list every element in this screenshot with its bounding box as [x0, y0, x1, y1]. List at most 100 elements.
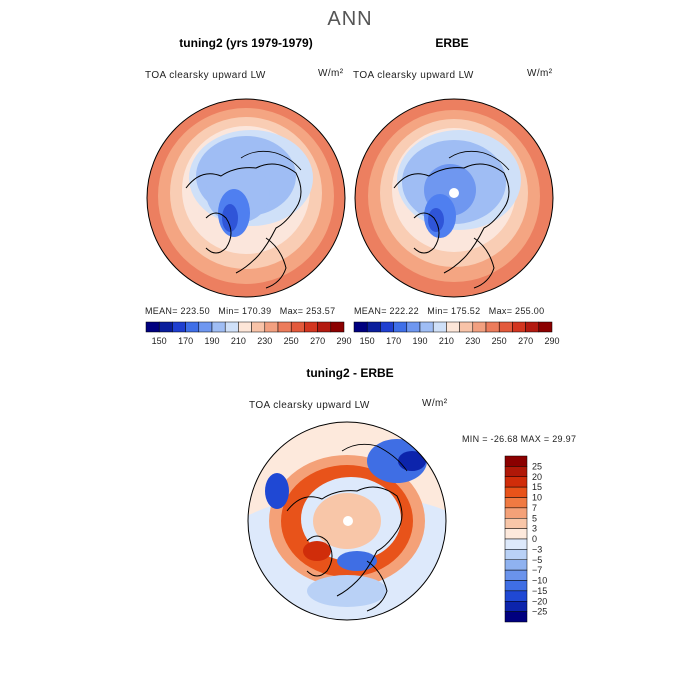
pole-hole	[343, 516, 353, 526]
colorbar-tick-label: 290	[336, 336, 351, 346]
colorbar-swatch	[172, 321, 186, 333]
coastline	[185, 163, 302, 289]
colorbar-tick-label: 0	[532, 534, 537, 544]
diff-variable: TOA clearsky upward LW	[249, 400, 370, 411]
colorbar-swatch	[264, 321, 279, 333]
colorbar-tick-label: 15	[532, 482, 542, 492]
map-border	[354, 98, 554, 298]
colorbar-swatch	[538, 321, 553, 333]
panel1-min: Min= 170.39	[218, 306, 272, 316]
colorbar-swatch	[504, 507, 528, 519]
map-band	[337, 551, 377, 571]
colorbar-swatch	[304, 321, 318, 333]
colorbar-swatch	[485, 321, 500, 333]
colorbar-swatch	[504, 476, 528, 488]
colorbar-swatch	[380, 321, 394, 333]
colorbar-swatch	[504, 590, 528, 602]
colorbar-swatch	[317, 321, 332, 333]
colorbar-tick-label: 210	[231, 336, 246, 346]
colorbar-tick-label: 250	[284, 336, 299, 346]
colorbar-tick-label: 5	[532, 513, 537, 523]
colorbar-swatch	[504, 559, 528, 571]
colorbar-tick-label: 170	[178, 336, 193, 346]
colorbar-tick-label: 290	[544, 336, 559, 346]
colorbar-tick-label: −15	[532, 586, 547, 596]
colorbar-swatch	[238, 321, 252, 333]
colorbar-swatch	[504, 518, 528, 529]
colorbar-swatch	[504, 497, 528, 509]
diff-polar-map	[247, 421, 447, 621]
colorbar-swatch	[498, 321, 513, 333]
colorbar-tick-label: −7	[532, 565, 542, 575]
colorbar-swatch	[504, 528, 528, 540]
colorbar-swatch	[504, 549, 528, 560]
panel2-mean: MEAN= 222.22	[354, 306, 419, 316]
colorbar-swatch	[330, 321, 345, 333]
map-border	[146, 98, 346, 298]
colorbar-tick-label: 150	[152, 336, 167, 346]
colorbar-tick-label: 270	[310, 336, 325, 346]
coastline	[240, 150, 302, 171]
panel1-max: Max= 253.57	[279, 306, 336, 316]
colorbar-tick-label: 150	[360, 336, 375, 346]
diff-units: W/m²	[422, 398, 448, 409]
colorbar-tick-label: 230	[257, 336, 272, 346]
panel2-title: ERBE	[435, 36, 469, 50]
colorbar-tick-label: 170	[386, 336, 401, 346]
panel2-max: Max= 255.00	[488, 306, 545, 316]
panel2-colorbar: 150 170 190 210 230 250 270 290	[353, 321, 560, 346]
colorbar-swatch	[224, 321, 239, 333]
colorbar-tick-label: −20	[532, 596, 547, 606]
colorbar-swatch	[504, 466, 528, 477]
colorbar-swatch	[446, 321, 460, 333]
panel1-colorbar: 150 170 190 210 230 250 270 290	[145, 321, 352, 346]
coastline	[341, 443, 408, 472]
panel1-units: W/m²	[318, 68, 344, 79]
colorbar-tick-label: −5	[532, 555, 542, 565]
colorbar-swatch	[393, 321, 408, 333]
colorbar-swatch	[366, 321, 381, 333]
map-band	[222, 204, 238, 232]
colorbar-swatch	[512, 321, 526, 333]
colorbar-tick-label: 190	[204, 336, 219, 346]
colorbar-tick-label: −10	[532, 576, 547, 586]
colorbar-swatch	[504, 569, 528, 581]
colorbar-swatch	[353, 321, 368, 333]
map-band	[398, 451, 426, 471]
map-band	[265, 473, 289, 509]
panel1-mean: MEAN= 223.50	[145, 306, 210, 316]
colorbar-swatch	[525, 321, 540, 333]
colorbar-tick-label: 270	[518, 336, 533, 346]
colorbar-tick-label: −3	[532, 544, 542, 554]
coastline	[393, 163, 510, 289]
colorbar-tick-label: 210	[439, 336, 454, 346]
coastline	[448, 150, 510, 171]
colorbar-swatch	[211, 321, 226, 333]
panel1-title: tuning2 (yrs 1979-1979)	[179, 36, 313, 50]
panel2-polar-map	[354, 98, 554, 298]
colorbar-swatch	[290, 321, 305, 333]
map-band	[428, 208, 444, 232]
diff-minmax: MIN = -26.68 MAX = 29.97	[462, 434, 577, 444]
colorbar-swatch	[419, 321, 434, 333]
map-band	[303, 541, 331, 561]
colorbar-swatch	[504, 538, 528, 550]
panel2-units: W/m²	[527, 68, 553, 79]
colorbar-swatch	[504, 486, 528, 498]
colorbar-swatch	[472, 321, 487, 333]
colorbar-swatch	[406, 321, 421, 333]
colorbar-swatch	[198, 321, 213, 333]
map-band	[367, 439, 427, 483]
colorbar-swatch	[432, 321, 447, 333]
colorbar-swatch	[504, 455, 528, 467]
colorbar-tick-label: −25	[532, 607, 547, 617]
panel2-variable: TOA clearsky upward LW	[353, 70, 474, 81]
colorbar-swatch	[504, 601, 528, 612]
colorbar-tick-label: 190	[412, 336, 427, 346]
colorbar-tick-label: 7	[532, 503, 537, 513]
colorbar-tick-label: 3	[532, 524, 537, 534]
pole-hole	[449, 188, 459, 198]
page-title: ANN	[327, 8, 373, 30]
diff-title: tuning2 - ERBE	[306, 366, 394, 380]
